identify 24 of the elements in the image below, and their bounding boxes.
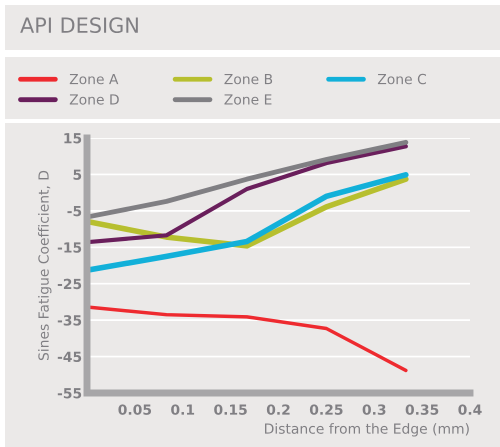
legend-label: Zone A xyxy=(70,74,118,84)
legend-label: Zone B xyxy=(224,74,272,84)
x-tick-label: 0.05 xyxy=(118,404,152,415)
y-tick-label: -15 xyxy=(58,242,82,253)
x-tick-label: 0.25 xyxy=(310,404,343,415)
y-tick-label: -55 xyxy=(58,388,82,398)
y-tick-label: -45 xyxy=(58,352,82,362)
x-tick-label: 0.4 xyxy=(458,404,482,415)
y-tick-label: -25 xyxy=(58,278,82,290)
y-tick-label: -5 xyxy=(67,206,82,216)
legend-label: Zone E xyxy=(224,94,272,105)
legend-label: Zone D xyxy=(70,94,119,105)
x-tick-label: 0.35 xyxy=(406,404,438,415)
legend-label: Zone C xyxy=(378,74,426,84)
x-tick-label: 0.15 xyxy=(214,404,247,415)
y-tick-label: 5 xyxy=(74,170,82,180)
x-axis-title: Distance from the Edge (mm) xyxy=(265,423,469,437)
chart-title: API DESIGN xyxy=(20,17,138,34)
y-tick-label: 15 xyxy=(64,133,82,144)
y-tick-label: -35 xyxy=(58,315,82,326)
x-tick-label: 0.1 xyxy=(171,404,194,415)
y-axis-title: Sines Fatigue Coefficient, D xyxy=(38,170,52,360)
x-tick-label: 0.2 xyxy=(266,404,290,415)
x-tick-label: 0.3 xyxy=(362,404,386,415)
